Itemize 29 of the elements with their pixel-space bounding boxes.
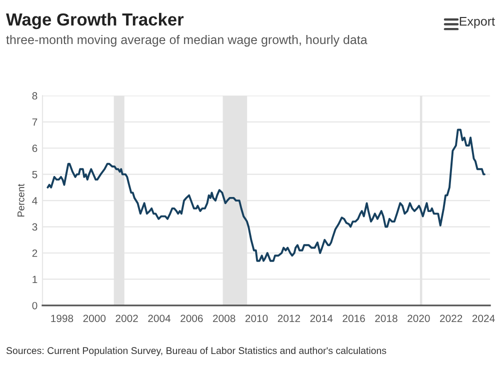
- x-tick-label: 2016: [342, 314, 365, 322]
- x-tick-label: 2012: [278, 314, 300, 322]
- x-tick-label: 2018: [375, 314, 398, 322]
- y-tick-label: 1: [32, 276, 38, 283]
- x-tick-label: 2000: [83, 314, 106, 322]
- y-tick-label: 3: [32, 223, 38, 231]
- x-tick-label: 2014: [310, 314, 333, 322]
- y-tick-label: 0: [32, 302, 38, 310]
- x-tick-label: 1998: [51, 314, 74, 322]
- y-tick-label: 6: [32, 144, 38, 152]
- x-tick-label: 2002: [116, 314, 138, 322]
- source-note: Sources: Current Population Survey, Bureau of Labor Statistics and author's calculations: [6, 346, 386, 356]
- y-tick-label: 8: [32, 92, 38, 100]
- y-tick-label: 2: [32, 250, 38, 257]
- text: Export: [460, 17, 495, 28]
- x-tick-label: 2004: [148, 314, 171, 322]
- x-tick-label: 2006: [180, 314, 203, 322]
- chart-title: Wage Growth Tracker: [6, 12, 184, 30]
- x-tick-label: 2008: [213, 314, 236, 322]
- y-tick-label: 5: [32, 170, 38, 178]
- line-series: [46, 128, 486, 262]
- x-tick-label: 2020: [408, 314, 430, 322]
- y-tick-label: 7: [32, 118, 38, 126]
- chart-subtitle: three-month moving average of median wage growth, hourly data: [6, 34, 368, 47]
- x-tick-label: 2010: [245, 314, 268, 322]
- y-tick-label: 4: [32, 197, 38, 204]
- y-axis-title: Percent: [18, 184, 24, 217]
- x-tick-label: 2022: [440, 314, 462, 322]
- x-tick-label: 2024: [472, 314, 495, 322]
